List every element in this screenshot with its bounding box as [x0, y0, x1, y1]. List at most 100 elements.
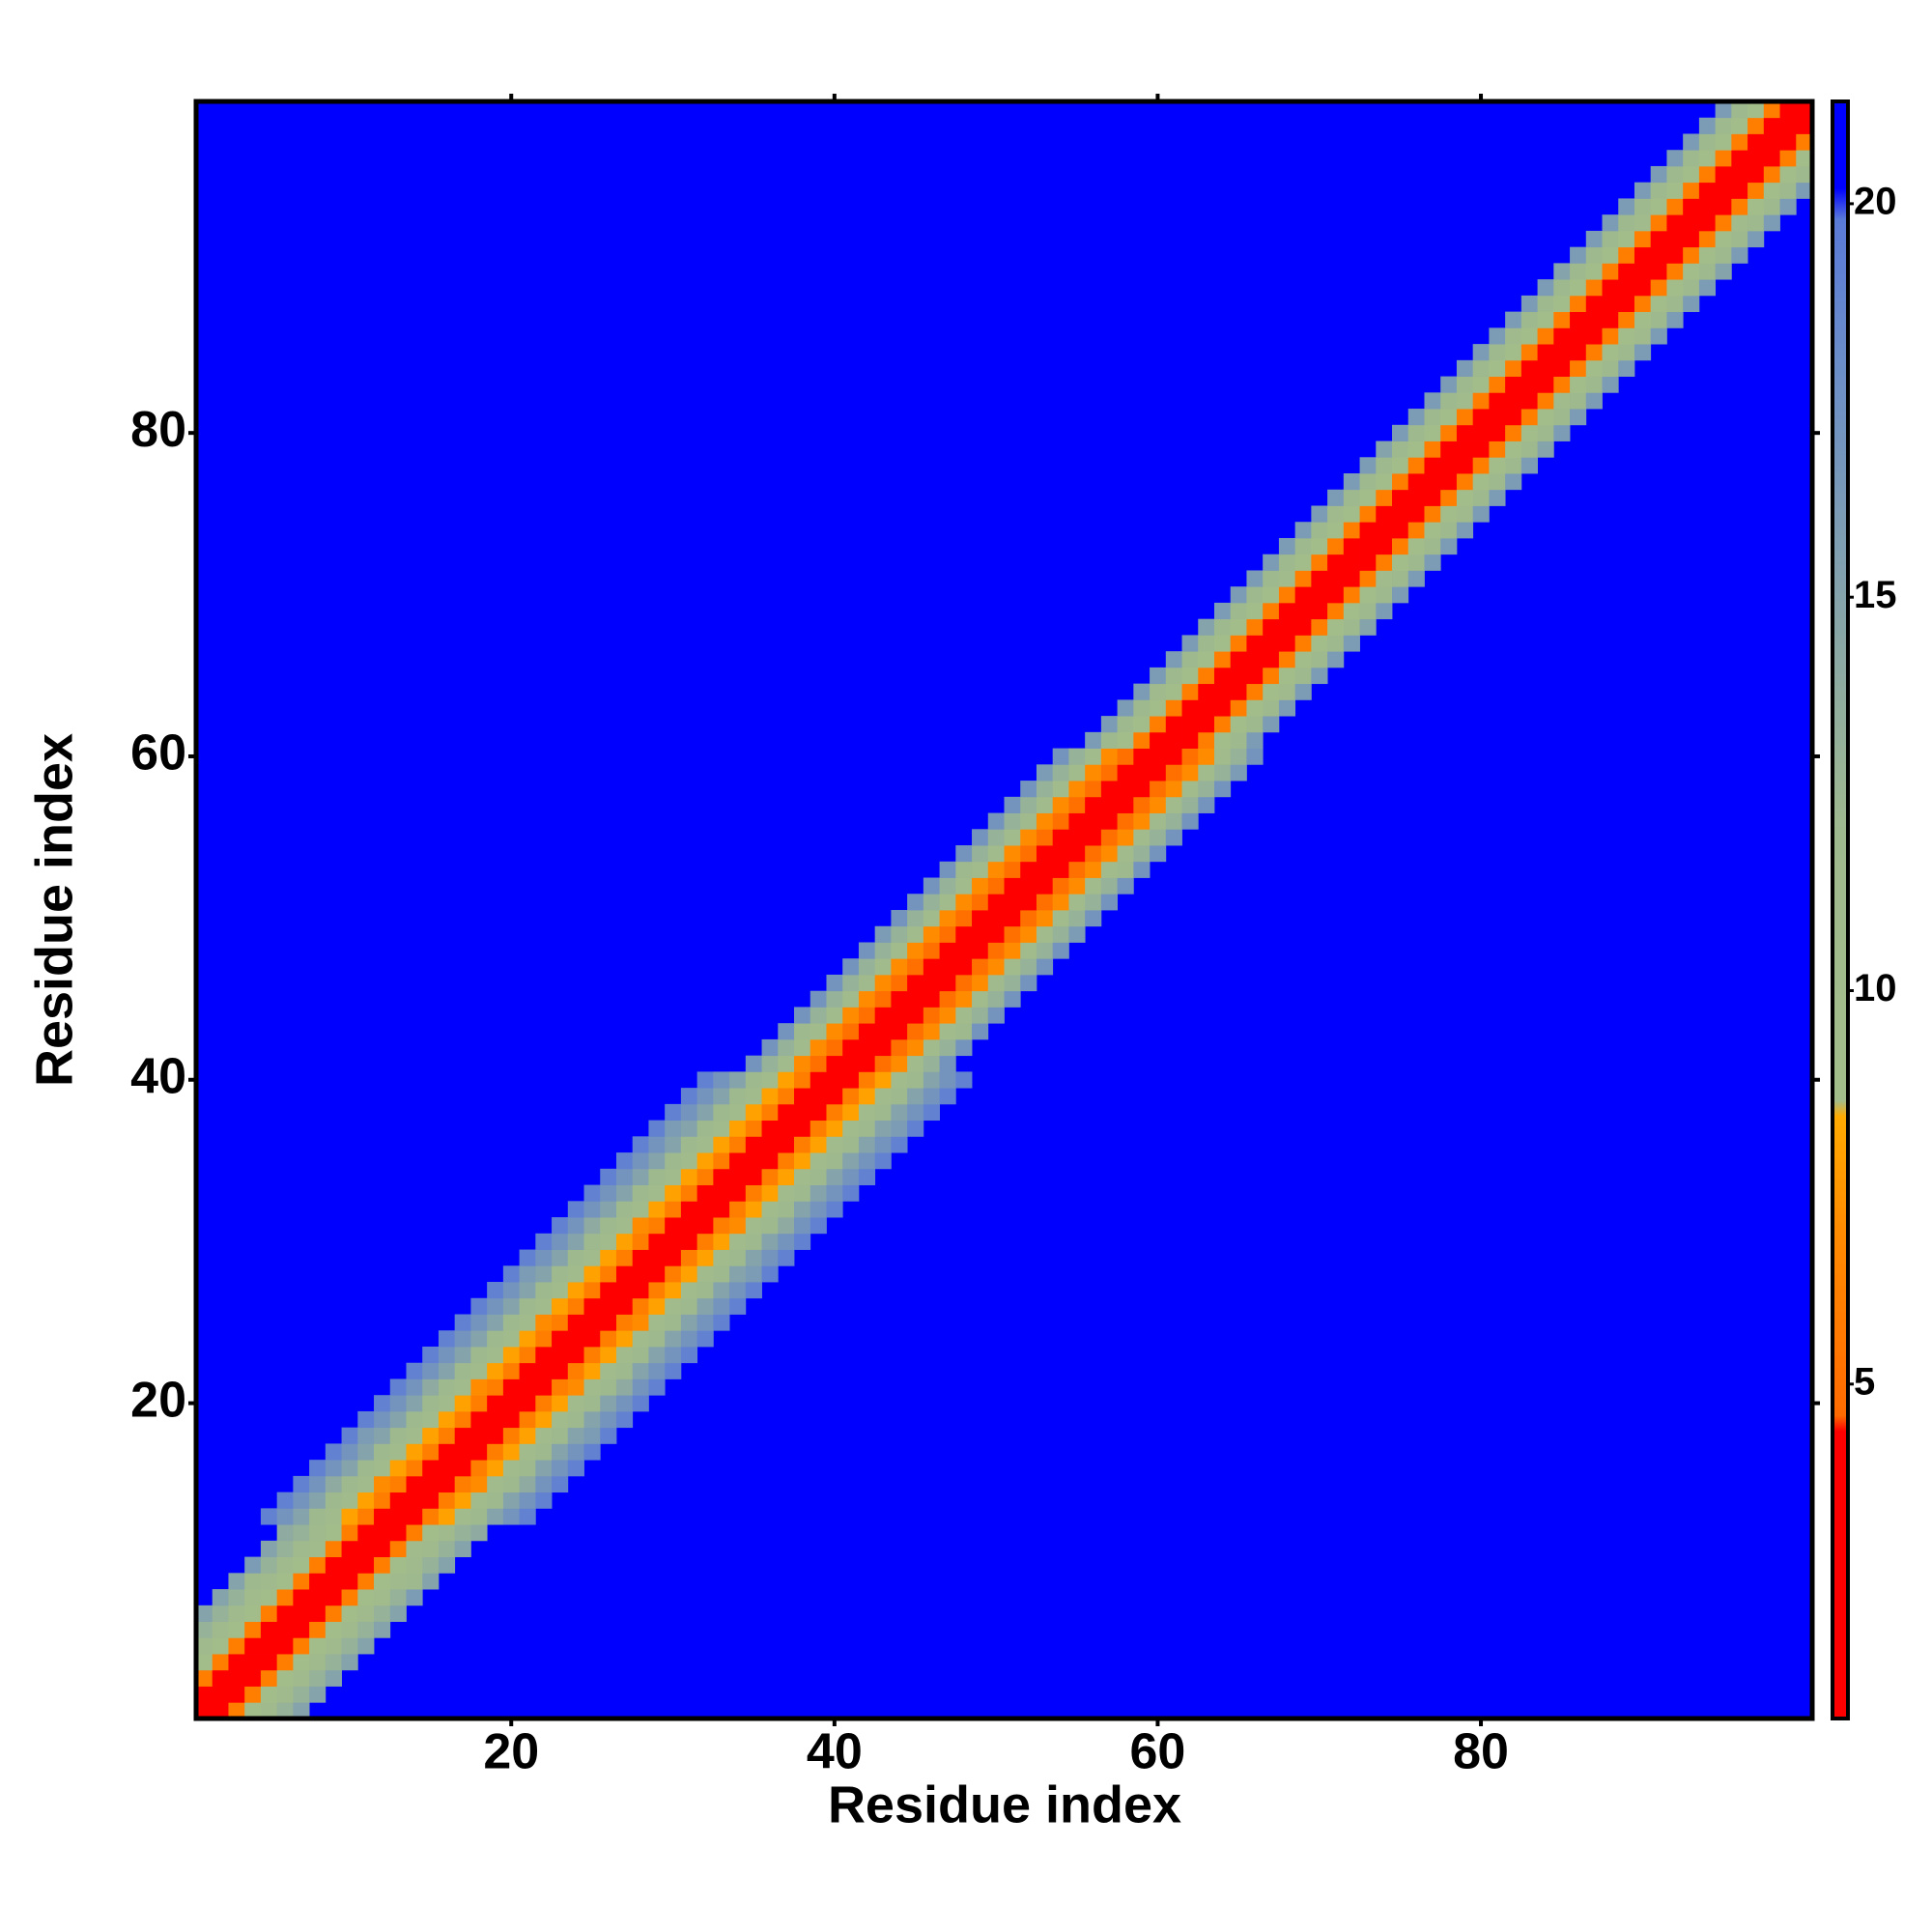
heatmap-cell	[567, 1217, 584, 1235]
heatmap-cell	[1376, 602, 1393, 620]
heatmap-cell	[1602, 214, 1619, 232]
heatmap-cell	[567, 1395, 584, 1412]
heatmap-cell	[987, 910, 1005, 927]
heatmap-cell	[1198, 781, 1215, 798]
heatmap-cell	[939, 1007, 956, 1024]
heatmap-cell	[794, 1201, 811, 1218]
heatmap-cell	[907, 1120, 924, 1137]
heatmap-cell	[293, 1605, 310, 1622]
heatmap-cell	[552, 1314, 569, 1331]
heatmap-cell	[680, 1249, 698, 1266]
heatmap-cell	[212, 1686, 229, 1703]
heatmap-cell	[680, 1120, 698, 1137]
heatmap-cell	[552, 1297, 569, 1315]
heatmap-cell	[1553, 279, 1571, 297]
heatmap-cell	[1602, 295, 1619, 313]
heatmap-cell	[535, 1427, 553, 1444]
heatmap-cell	[891, 910, 908, 927]
heatmap-cell	[696, 1249, 714, 1266]
heatmap-cell	[891, 1055, 908, 1072]
heatmap-cell	[1198, 667, 1215, 685]
heatmap-cell	[374, 1460, 391, 1477]
heatmap-cell	[519, 1492, 536, 1509]
heatmap-cell	[1036, 861, 1054, 878]
heatmap-cell	[891, 1120, 908, 1137]
heatmap-cell	[1117, 781, 1134, 798]
heatmap-cell	[1020, 958, 1037, 976]
heatmap-cell	[1004, 910, 1021, 927]
heatmap-cell	[1537, 424, 1554, 441]
heatmap-cell	[1602, 279, 1619, 297]
heatmap-cell	[454, 1314, 471, 1331]
heatmap-cell	[422, 1556, 440, 1574]
heatmap-cell	[1246, 570, 1264, 587]
heatmap-cell	[923, 958, 940, 976]
heatmap-cell	[1133, 812, 1151, 830]
heatmap-cell	[1052, 861, 1069, 878]
heatmap-cell	[1004, 974, 1021, 992]
heatmap-cell	[244, 1686, 262, 1703]
heatmap-cell	[583, 1378, 601, 1396]
heatmap-cell	[648, 1120, 666, 1137]
heatmap-cell	[907, 1103, 924, 1122]
heatmap-cell	[1407, 570, 1425, 587]
heatmap-cell	[1796, 150, 1813, 167]
heatmap-cell	[1602, 230, 1619, 248]
heatmap-cell	[567, 1460, 584, 1477]
heatmap-cell	[1343, 618, 1360, 636]
heatmap-cell	[1407, 554, 1425, 571]
heatmap-cell	[761, 1103, 779, 1122]
x-tick-label: 60	[1130, 1724, 1186, 1780]
heatmap-cell	[1650, 279, 1667, 297]
heatmap-cell	[987, 845, 1005, 863]
heatmap-cell	[1747, 101, 1765, 119]
heatmap-cell	[1731, 133, 1748, 151]
heatmap-cell	[907, 990, 924, 1008]
heatmap-cell	[1698, 279, 1717, 297]
heatmap-cell	[939, 861, 956, 878]
heatmap-cell	[874, 1103, 892, 1122]
heatmap-cell	[196, 1637, 213, 1655]
heatmap-cell	[422, 1427, 440, 1444]
heatmap-cell	[502, 1460, 520, 1477]
heatmap-cell	[1537, 344, 1554, 361]
heatmap-cell	[567, 1346, 584, 1364]
heatmap-cell	[325, 1508, 342, 1525]
heatmap-cell	[1585, 230, 1603, 248]
heatmap-cell	[1424, 505, 1441, 523]
heatmap-cell	[1602, 311, 1619, 328]
heatmap-cell	[955, 974, 973, 992]
heatmap-cell	[470, 1427, 488, 1444]
heatmap-cell	[1747, 182, 1765, 199]
heatmap-cell	[858, 958, 876, 976]
heatmap-cell	[713, 1233, 730, 1250]
heatmap-cell	[1796, 133, 1813, 151]
heatmap-cell	[1100, 877, 1119, 895]
heatmap-cell	[1520, 344, 1538, 361]
heatmap-cell	[1553, 424, 1571, 441]
heatmap-cell	[955, 894, 973, 911]
heatmap-cell	[1311, 505, 1328, 523]
heatmap-cell	[454, 1330, 471, 1348]
heatmap-cell	[761, 1038, 779, 1057]
heatmap-cell	[341, 1589, 358, 1606]
heatmap-cell	[276, 1669, 294, 1687]
heatmap-cell	[470, 1330, 488, 1348]
heatmap-cell	[810, 1201, 827, 1218]
heatmap-cell	[1424, 424, 1441, 441]
heatmap-cell	[552, 1346, 569, 1364]
heatmap-cell	[1278, 618, 1296, 636]
heatmap-cell	[228, 1637, 245, 1655]
heatmap-cell	[244, 1605, 262, 1622]
heatmap-cell	[470, 1475, 488, 1493]
heatmap-cell	[1181, 781, 1199, 798]
heatmap-cell	[1570, 344, 1587, 361]
heatmap-cell	[1650, 165, 1667, 184]
heatmap-cell	[1213, 602, 1232, 620]
heatmap-cell	[1150, 812, 1167, 830]
heatmap-cell	[1181, 683, 1199, 700]
heatmap-cell	[794, 1168, 811, 1185]
heatmap-cell	[972, 861, 989, 878]
heatmap-cell	[648, 1201, 666, 1218]
heatmap-cell	[826, 1120, 843, 1137]
